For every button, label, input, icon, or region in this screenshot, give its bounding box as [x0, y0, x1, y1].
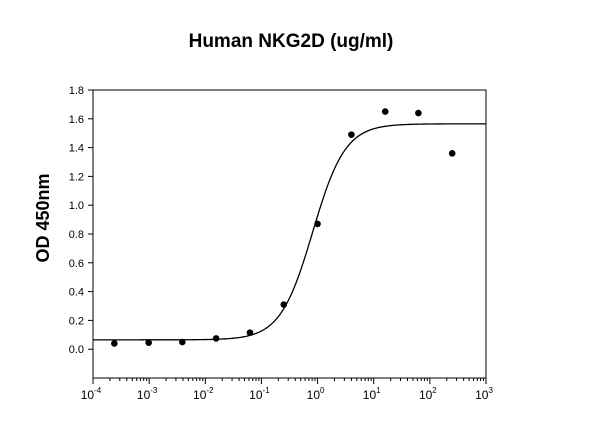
data-point [212, 335, 220, 342]
data-point [280, 301, 288, 308]
y-axis-label: OD 450nm [33, 173, 53, 262]
data-point [348, 131, 355, 138]
x-tick-exponent: 1 [376, 386, 381, 395]
x-tick-label: 10-3 [137, 386, 158, 402]
plot-area: 0.00.20.40.60.81.01.21.41.61.810-4 10-3 10… [69, 85, 494, 402]
plot-frame [92, 89, 487, 379]
data-point [381, 108, 389, 115]
y-tick-label: 0.2 [69, 315, 84, 327]
x-tick-exponent: -1 [263, 386, 271, 395]
x-tick-base: 10 [81, 388, 95, 402]
y-tick-label: 1.8 [69, 85, 84, 97]
y-tick-label: 1.4 [69, 143, 84, 155]
x-tick-label: 101 [363, 386, 381, 402]
x-tick-exponent: -2 [206, 386, 214, 395]
chart-title: Human NKG2D (ug/ml) [189, 31, 394, 52]
x-tick-base: 10 [249, 388, 263, 402]
x-tick-label: 103 [475, 386, 493, 402]
y-tick-label: 1.2 [69, 171, 84, 183]
y-tick-label: 1.6 [69, 114, 84, 126]
y-tick-label: 0.0 [69, 344, 84, 356]
y-tick-label: 0.4 [69, 287, 84, 299]
x-tick-label: 10-4 [81, 386, 102, 402]
x-tick-label: 10-2 [193, 386, 214, 402]
x-tick-exponent: -4 [94, 386, 102, 395]
data-point [314, 220, 321, 228]
y-tick-label: 1.0 [69, 200, 84, 212]
x-tick-exponent: 3 [488, 386, 493, 395]
x-tick-exponent: 0 [320, 386, 325, 395]
x-tick-base: 10 [193, 388, 207, 402]
fit-curve [93, 123, 486, 341]
x-tick-base: 10 [307, 388, 321, 402]
x-tick-base: 10 [419, 388, 433, 402]
x-tick-label: 100 [307, 386, 325, 402]
x-tick-exponent: -3 [150, 386, 158, 395]
data-point [179, 338, 186, 346]
x-tick-base: 10 [137, 388, 151, 402]
data-point [415, 109, 422, 117]
data-point [246, 329, 254, 336]
x-tick-base: 10 [363, 388, 377, 402]
data-point [145, 339, 152, 347]
y-tick-label: 0.8 [69, 229, 84, 241]
x-tick-label: 10-1 [249, 386, 270, 402]
y-tick-label: 0.6 [69, 258, 84, 270]
data-point [111, 340, 118, 347]
x-tick-base: 10 [475, 388, 489, 402]
data-point [448, 150, 456, 157]
x-tick-label: 102 [419, 386, 437, 402]
x-tick-exponent: 2 [432, 386, 437, 395]
